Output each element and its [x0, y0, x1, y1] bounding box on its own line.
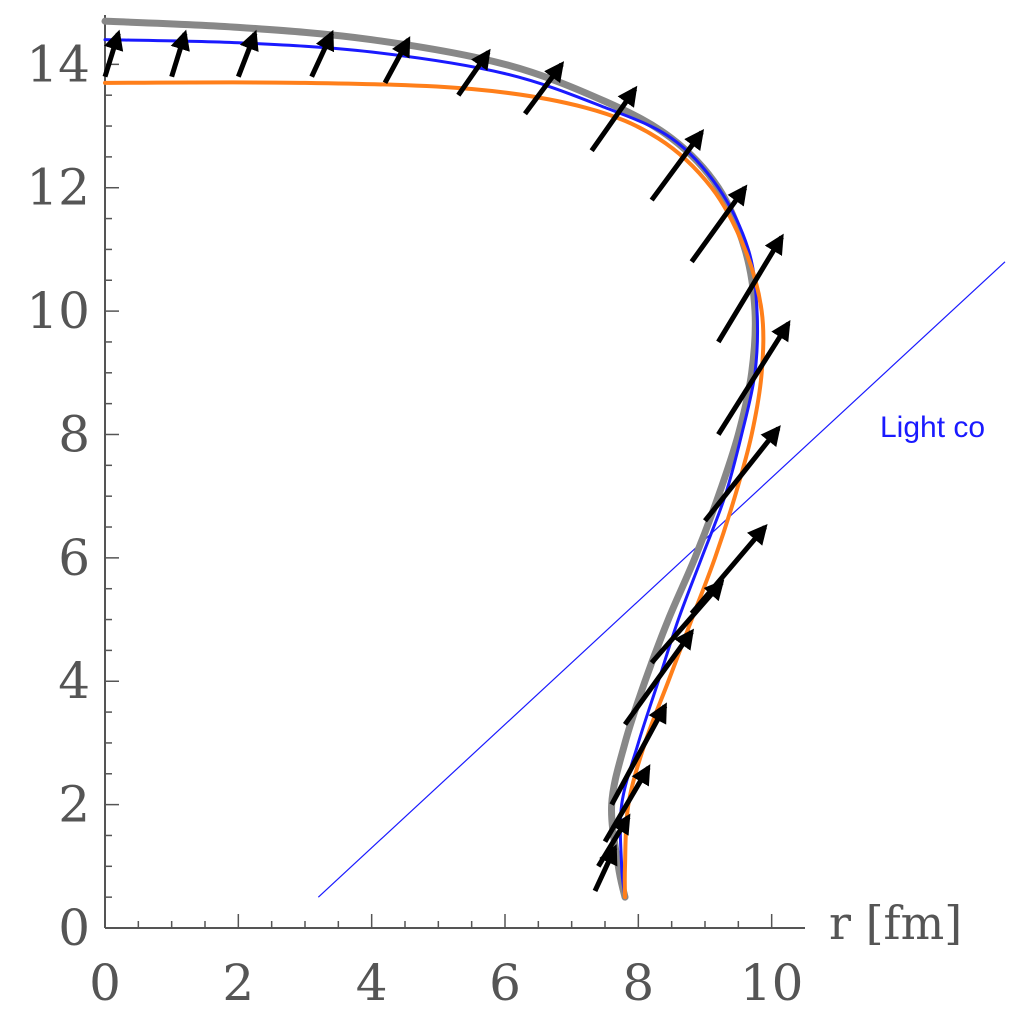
annotation-light-cone: Light co [880, 411, 985, 444]
velocity-arrow [309, 29, 335, 78]
y-tick-label: 12 [26, 159, 90, 217]
x-tick-label: 8 [622, 954, 654, 1011]
series-layer [101, 17, 766, 901]
x-tick-label: 10 [740, 954, 804, 1011]
velocity-arrow [382, 36, 411, 85]
reference-line-layer [317, 261, 1006, 898]
light-cone-line [317, 261, 1006, 898]
series-line-2 [103, 38, 760, 899]
velocity-arrow [102, 29, 124, 78]
velocity-arrow [236, 29, 259, 78]
series-line-3 [103, 80, 766, 900]
y-tick-label: 8 [58, 405, 90, 463]
velocity-arrow [622, 628, 695, 726]
y-tick-label: 0 [58, 899, 90, 957]
velocity-arrow [456, 48, 491, 97]
velocity-arrow [716, 233, 784, 344]
velocity-arrow [592, 844, 618, 893]
velocity-arrow [689, 184, 748, 264]
x-tick-label: 6 [489, 954, 521, 1011]
velocity-arrow [609, 702, 668, 806]
series-line-1 [101, 17, 759, 901]
y-tick-label: 2 [58, 776, 90, 834]
x-tick-label: 0 [89, 954, 121, 1011]
x-tick-label: 4 [356, 954, 388, 1011]
label-layer: r [fm] Light co [829, 411, 985, 950]
x-axis-label: r [fm] [829, 896, 962, 950]
velocity-arrow [703, 425, 781, 523]
velocity-arrow [649, 128, 705, 202]
velocity-arrow [716, 320, 791, 436]
velocity-arrow [649, 579, 725, 665]
x-tick-label: 2 [222, 954, 254, 1011]
arrow-layer [102, 29, 791, 893]
velocity-arrow [522, 61, 565, 116]
y-tick-label: 4 [58, 652, 90, 710]
y-tick-label: 6 [58, 529, 90, 587]
axes: 0 2 4 6 8 10 0 2 4 6 8 10 12 14 [26, 15, 805, 1011]
y-tick-label: 10 [26, 282, 90, 340]
velocity-arrow [169, 29, 190, 78]
velocity-arrow [589, 85, 638, 153]
y-tick-label: 14 [26, 35, 90, 93]
